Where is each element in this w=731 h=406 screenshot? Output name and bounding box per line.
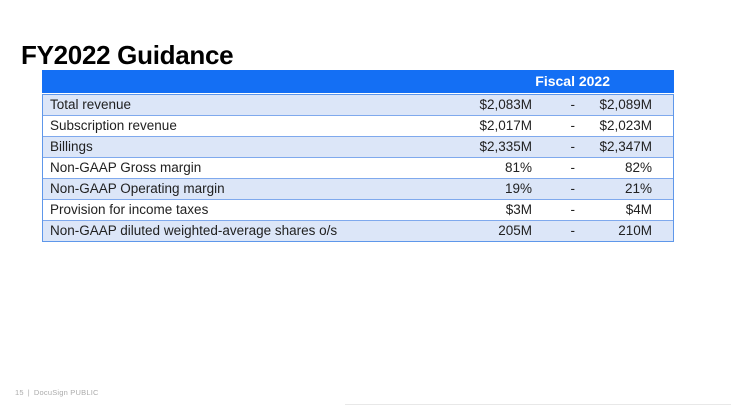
row-value-high: $4M	[625, 202, 652, 217]
row-value-high: $2,089M	[599, 97, 652, 112]
row-label: Provision for income taxes	[50, 202, 209, 217]
row-value-high: $2,347M	[599, 139, 652, 154]
table-row: Non-GAAP Gross margin 81% - 82%	[43, 157, 673, 178]
row-label: Subscription revenue	[50, 118, 177, 133]
row-label: Total revenue	[50, 97, 132, 112]
table-row: Billings $2,335M - $2,347M	[43, 136, 673, 157]
row-label: Non-GAAP Gross margin	[50, 160, 202, 175]
guidance-table: Fiscal 2022 Total revenue $2,083M - $2,0…	[42, 70, 674, 242]
row-value-low: 205M	[498, 223, 532, 238]
footer-confidentiality-label: DocuSign PUBLIC	[33, 388, 99, 397]
row-value-high: 82%	[624, 160, 652, 175]
row-value-high: 21%	[624, 181, 652, 196]
row-value-low: $2,017M	[479, 118, 532, 133]
footer-page-number: 15	[15, 388, 24, 397]
row-value-low: 19%	[504, 181, 532, 196]
row-range-dash: -	[570, 160, 576, 175]
table-header-fiscal-2022: Fiscal 2022	[42, 70, 674, 93]
row-range-dash: -	[570, 97, 576, 112]
row-label: Non-GAAP diluted weighted-average shares…	[50, 223, 338, 238]
row-value-high: $2,023M	[599, 118, 652, 133]
row-range-dash: -	[570, 181, 576, 196]
table-row: Provision for income taxes $3M - $4M	[43, 199, 673, 220]
table-body: Total revenue $2,083M - $2,089M Subscrip…	[42, 94, 674, 242]
row-label: Billings	[50, 139, 93, 154]
table-row: Non-GAAP Operating margin 19% - 21%	[43, 178, 673, 199]
row-value-low: $2,335M	[479, 139, 532, 154]
table-row: Subscription revenue $2,017M - $2,023M	[43, 115, 673, 136]
row-range-dash: -	[570, 139, 576, 154]
table-row: Total revenue $2,083M - $2,089M	[43, 95, 673, 115]
row-range-dash: -	[570, 223, 576, 238]
page-edge-line	[345, 404, 731, 405]
row-label: Non-GAAP Operating margin	[50, 181, 225, 196]
row-range-dash: -	[570, 202, 576, 217]
row-range-dash: -	[570, 118, 576, 133]
table-row: Non-GAAP diluted weighted-average shares…	[43, 220, 673, 241]
footer: 15 | DocuSign PUBLIC	[15, 388, 99, 397]
row-value-low: $3M	[505, 202, 532, 217]
row-value-low: 81%	[504, 160, 532, 175]
row-value-low: $2,083M	[479, 97, 532, 112]
row-value-high: 210M	[618, 223, 652, 238]
footer-divider: |	[27, 388, 30, 397]
page-title: FY2022 Guidance	[21, 40, 234, 71]
